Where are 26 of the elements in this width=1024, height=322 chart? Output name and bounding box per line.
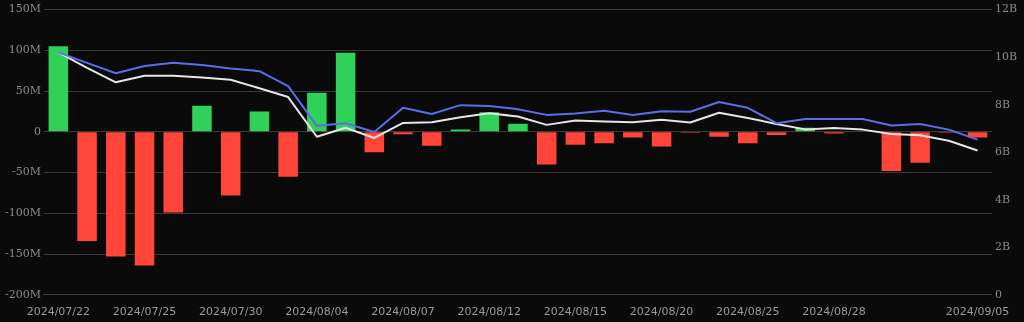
x-tick-label: 2024/08/20 [629, 305, 694, 319]
y2-tick-label: 0 [994, 287, 1002, 301]
x-tick-label: 2024/08/15 [543, 305, 608, 319]
y-tick-label: 150M [8, 2, 41, 16]
y-tick-label: -50M [11, 165, 41, 179]
x-tick-label: 2024/07/22 [26, 305, 91, 319]
y-tick-label: -150M [4, 246, 41, 260]
y-tick-label: 50M [15, 83, 41, 97]
x-tick-label: 2024/09/05 [945, 305, 1010, 319]
x-tick-label: 2024/07/25 [112, 305, 177, 319]
x-tick-label: 2024/08/28 [802, 305, 866, 319]
y-tick-label: 0 [33, 124, 41, 138]
y-tick-label: 100M [8, 43, 41, 57]
y-tick-label: -200M [4, 287, 41, 301]
x-tick-label: 2024/08/12 [457, 305, 521, 319]
y2-tick-label: 4B [994, 192, 1011, 206]
y-tick-label: -100M [4, 206, 41, 220]
y2-tick-label: 12B [994, 2, 1018, 16]
y2-tick-label: 10B [994, 49, 1018, 63]
x-tick-label: 2024/08/07 [371, 305, 435, 319]
y2-tick-label: 8B [994, 97, 1011, 111]
y2-tick-label: 2B [994, 240, 1011, 254]
x-tick-label: 2024/07/30 [198, 305, 263, 319]
x-tick-label: 2024/08/04 [285, 305, 349, 319]
x-tick-label: 2024/08/25 [716, 305, 780, 319]
y2-tick-label: 6B [994, 145, 1011, 159]
